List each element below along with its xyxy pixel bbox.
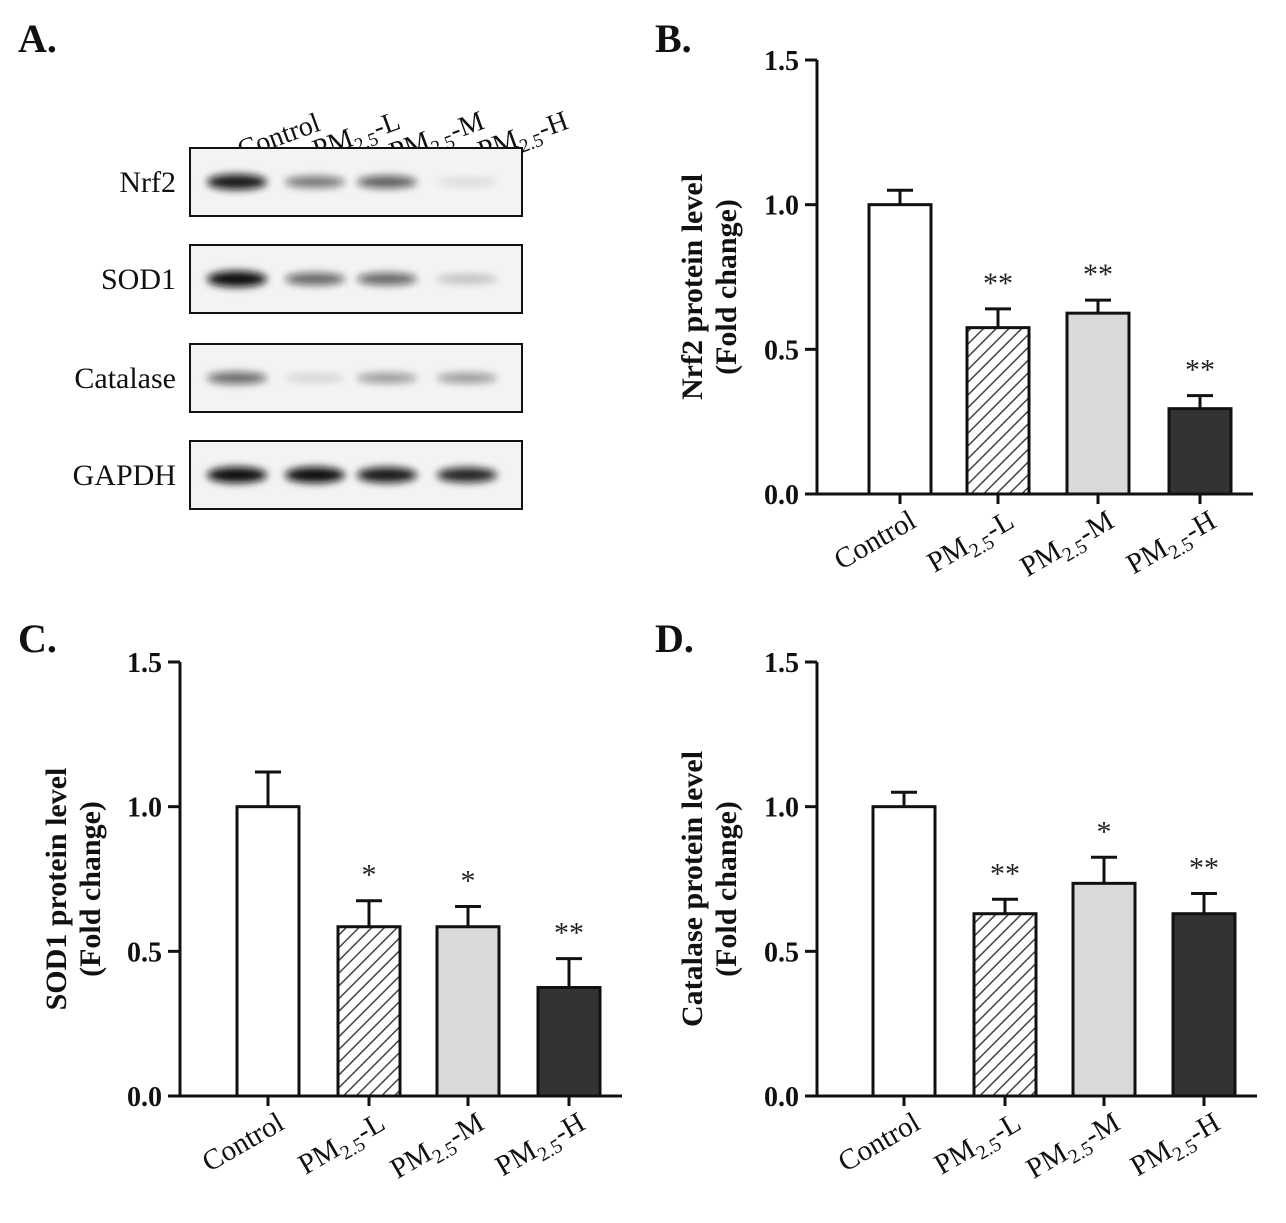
x-tick-label: Control — [829, 504, 922, 576]
chart-catalase: 0.0 0.5 1.0 1.5 Catalase protein level (Fold … — [676, 648, 1257, 1189]
y-axis-label-line2: (Fold change) — [710, 801, 743, 977]
y-axis-label: Nrf2 protein level — [676, 174, 709, 400]
chart-nrf2: 0.0 0.5 1.0 1.5 Nrf2 protein level (Fold chan… — [676, 46, 1253, 587]
blot-band — [285, 272, 345, 286]
y-tick-label: 1.0 — [764, 793, 799, 824]
blot-row: Nrf2 — [119, 147, 523, 217]
chart-sod1: 0.0 0.5 1.0 1.5 SOD1 protein level (Fold chan… — [40, 648, 622, 1189]
significance-marker: ** — [1189, 851, 1219, 884]
blot-row: Catalase — [74, 343, 523, 413]
blot-band — [437, 178, 497, 186]
bar — [1167, 407, 1233, 496]
blot-row: SOD1 — [101, 244, 523, 314]
panel-letter-a: A. — [18, 16, 57, 61]
y-axis-label: Catalase protein level — [676, 751, 709, 1027]
bar — [435, 925, 501, 1098]
bar — [336, 925, 402, 1098]
y-axis-label-line2: (Fold change) — [74, 801, 107, 977]
x-tick-label: PM2.5-L — [929, 1106, 1029, 1185]
y-axis-label: SOD1 protein level — [40, 768, 73, 1011]
significance-marker: * — [1097, 815, 1112, 848]
blot-band — [285, 374, 345, 382]
bar — [867, 203, 933, 496]
y-tick-label: 1.0 — [764, 191, 799, 222]
blot-row-label: Nrf2 — [119, 166, 176, 199]
bar — [871, 805, 937, 1098]
panel-letter-d: D. — [655, 616, 694, 661]
significance-marker: * — [362, 859, 377, 892]
significance-marker: ** — [554, 917, 584, 950]
x-tick-label: PM2.5-M — [1021, 1106, 1128, 1189]
y-tick-label: 0.5 — [127, 937, 162, 968]
blot-band — [437, 274, 497, 284]
y-tick-label: 0.0 — [764, 480, 799, 511]
significance-marker: ** — [990, 857, 1020, 890]
y-tick-label: 1.0 — [127, 793, 162, 824]
western-blot: ControlPM2.5-LPM2.5-MPM2.5-HNrf2SOD1Cata… — [73, 105, 572, 510]
blot-band — [207, 372, 267, 384]
x-tick-label: Control — [197, 1106, 290, 1178]
x-tick-label: PM2.5-H — [1121, 504, 1224, 585]
bar — [1071, 881, 1137, 1098]
blot-band — [357, 467, 417, 483]
blot-band — [357, 175, 417, 189]
y-tick-label: 0.5 — [764, 937, 799, 968]
y-tick-label: 0.0 — [764, 1082, 799, 1113]
bar — [1065, 311, 1131, 496]
blot-band — [207, 174, 267, 190]
x-tick-label: PM2.5-M — [1015, 504, 1122, 587]
x-tick-label: PM2.5-H — [490, 1106, 593, 1187]
panel-letter-c: C. — [18, 616, 57, 661]
blot-band — [437, 467, 497, 483]
blot-row-label: GAPDH — [73, 459, 176, 492]
y-tick-label: 0.0 — [127, 1082, 162, 1113]
significance-marker: * — [461, 864, 476, 897]
significance-marker: ** — [1083, 258, 1113, 291]
significance-marker: ** — [1185, 354, 1215, 387]
x-tick-label: PM2.5-H — [1125, 1106, 1228, 1187]
significance-marker: ** — [983, 267, 1013, 300]
bar — [972, 912, 1038, 1098]
blot-band — [357, 373, 417, 383]
blot-row: GAPDH — [73, 440, 523, 510]
blot-band — [285, 467, 345, 483]
y-tick-label: 1.5 — [764, 648, 799, 679]
blot-band — [207, 271, 267, 287]
blot-row-label: Catalase — [74, 362, 176, 395]
y-tick-label: 0.5 — [764, 335, 799, 366]
y-tick-label: 1.5 — [764, 46, 799, 77]
x-tick-label: Control — [833, 1106, 926, 1178]
panel-letter-b: B. — [655, 16, 692, 61]
blot-band — [357, 272, 417, 286]
x-tick-label: PM2.5-L — [293, 1106, 393, 1185]
x-tick-label: PM2.5-L — [922, 504, 1022, 583]
y-axis-label-line2: (Fold change) — [710, 199, 743, 375]
bar — [1171, 912, 1237, 1098]
blot-band — [285, 176, 345, 188]
bar — [965, 326, 1031, 496]
bar — [235, 805, 301, 1098]
bar — [536, 986, 602, 1098]
x-tick-label: PM2.5-M — [385, 1106, 492, 1189]
y-tick-label: 1.5 — [127, 648, 162, 679]
blot-band — [437, 373, 497, 383]
blot-band — [207, 467, 267, 483]
blot-row-label: SOD1 — [101, 263, 176, 296]
